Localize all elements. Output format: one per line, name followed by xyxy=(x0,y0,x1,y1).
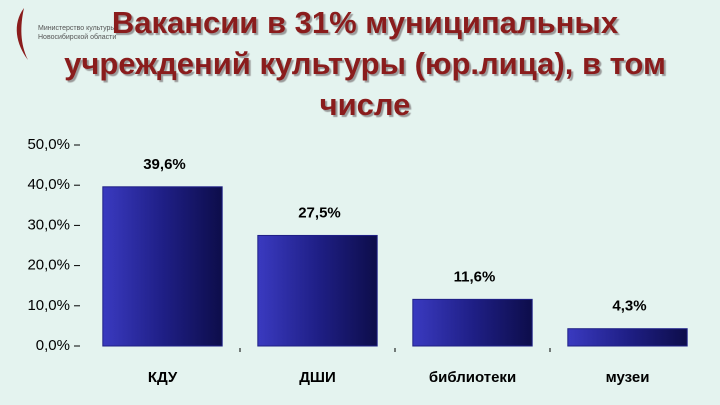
y-tick-label: 10,0% xyxy=(27,297,70,314)
logo-text: Министерство культуры Новосибирской обла… xyxy=(38,25,117,41)
x-tick-label: библиотеки xyxy=(429,369,516,386)
y-tick-label: 0,0% xyxy=(36,337,70,354)
data-label: 27,5% xyxy=(298,204,341,221)
logo-mark xyxy=(16,8,28,60)
bar xyxy=(257,234,378,347)
bar xyxy=(412,298,533,347)
data-label: 4,3% xyxy=(612,298,646,315)
chart-title: Вакансии в 31% муниципальных учреждений … xyxy=(64,5,666,122)
data-label: 39,6% xyxy=(143,156,186,173)
x-tick-label: музеи xyxy=(606,369,650,386)
bar xyxy=(567,328,688,347)
data-label: 11,6% xyxy=(454,268,496,285)
x-tick-label: КДУ xyxy=(148,369,178,386)
y-tick-label: 30,0% xyxy=(27,216,70,233)
bar xyxy=(102,186,223,347)
y-tick-label: 40,0% xyxy=(27,176,70,193)
x-tick-label: ДШИ xyxy=(299,369,336,386)
y-tick-label: 20,0% xyxy=(27,257,70,274)
y-tick-label: 50,0% xyxy=(27,136,70,153)
